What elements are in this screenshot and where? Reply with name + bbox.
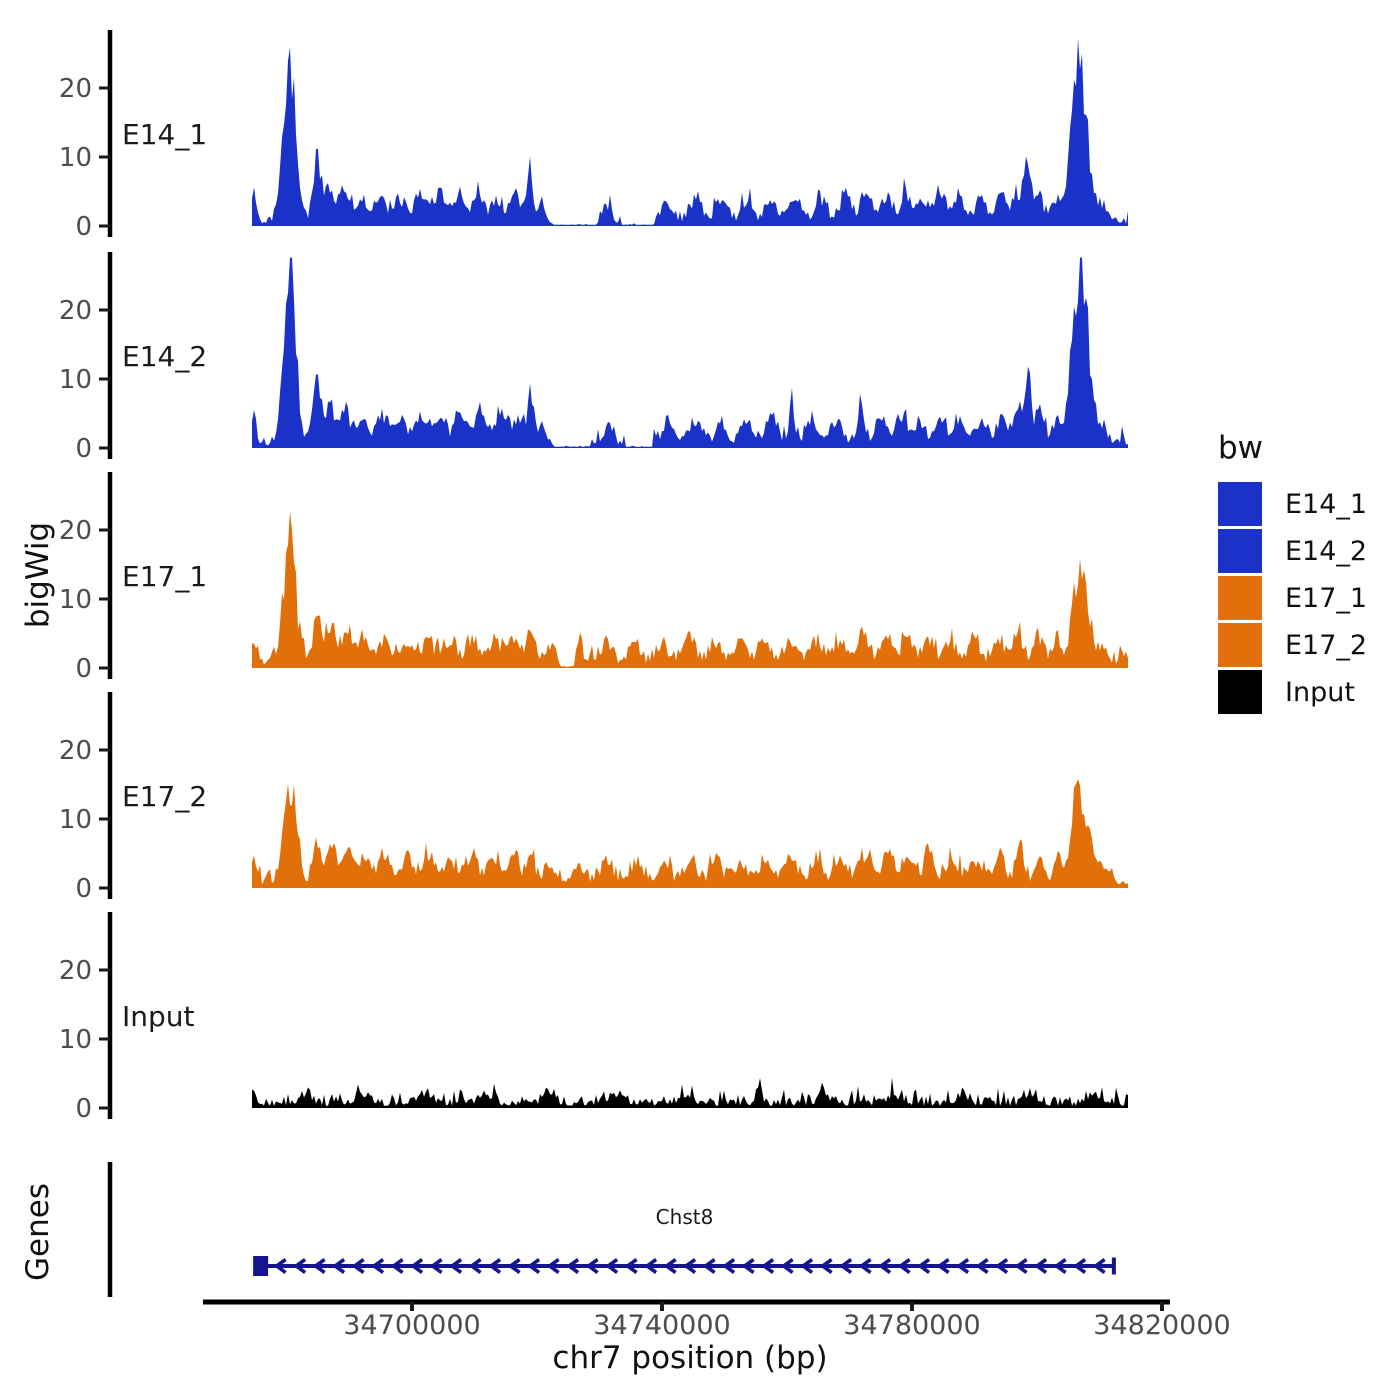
gene-strand-arrow-icon: [585, 1258, 599, 1274]
y-tick-label: 20: [59, 736, 92, 766]
y-tick-label: 10: [59, 585, 92, 615]
gene-strand-arrow-icon: [780, 1258, 794, 1274]
gene-strand-arrow-icon: [468, 1258, 482, 1274]
coverage-area-E17_2: [252, 779, 1128, 888]
y-tick-label: 10: [59, 365, 92, 395]
gene-strand-arrow-icon: [956, 1258, 970, 1274]
y-tick-label: 10: [59, 143, 92, 173]
coverage-area-E17_1: [252, 511, 1128, 668]
legend-item-E17_1: E17_1: [1218, 576, 1367, 620]
legend: bw E14_1 E14_2 E17_1 E17_2 Input: [1218, 430, 1367, 717]
gene-strand-arrow-icon: [546, 1258, 560, 1274]
gene-strand-arrow-icon: [663, 1258, 677, 1274]
gene-name-label: Chst8: [656, 1205, 714, 1229]
gene-strand-arrow-icon: [1034, 1258, 1048, 1274]
gene-strand-arrow-icon: [858, 1258, 872, 1274]
gene-strand-arrow-icon: [722, 1258, 736, 1274]
y-tick-label: 0: [75, 874, 92, 904]
gene-strand-arrow-icon: [1053, 1258, 1067, 1274]
gene-strand-arrow-icon: [390, 1258, 404, 1274]
gene-strand-arrow-icon: [605, 1258, 619, 1274]
gene-strand-arrow-icon: [897, 1258, 911, 1274]
gene-exon-box: [253, 1256, 269, 1276]
legend-item-label: Input: [1285, 676, 1355, 708]
gene-strand-arrow-icon: [371, 1258, 385, 1274]
y-tick-label: 20: [59, 956, 92, 986]
legend-item-label: E14_1: [1285, 488, 1368, 520]
legend-swatch-icon: [1218, 576, 1262, 620]
x-tick-label: 34820000: [1093, 1310, 1230, 1341]
y-tick-label: 20: [59, 516, 92, 546]
gene-strand-arrow-icon: [507, 1258, 521, 1274]
legend-item-Input: Input: [1218, 670, 1367, 714]
gene-strand-arrow-icon: [1092, 1258, 1106, 1274]
gene-strand-arrow-icon: [995, 1258, 1009, 1274]
coverage-area-E14_2: [252, 257, 1128, 448]
gene-strand-arrow-icon: [488, 1258, 502, 1274]
legend-swatch-icon: [1218, 670, 1262, 714]
gene-strand-arrow-icon: [683, 1258, 697, 1274]
y-tick-label: 20: [59, 74, 92, 104]
gene-strand-arrow-icon: [741, 1258, 755, 1274]
y-tick-label: 0: [75, 212, 92, 242]
gene-strand-arrow-icon: [1014, 1258, 1028, 1274]
gene-strand-arrow-icon: [410, 1258, 424, 1274]
gene-strand-arrow-icon: [312, 1258, 326, 1274]
gene-strand-arrow-icon: [449, 1258, 463, 1274]
gene-strand-arrow-icon: [429, 1258, 443, 1274]
gene-strand-arrow-icon: [273, 1258, 287, 1274]
gene-strand-arrow-icon: [819, 1258, 833, 1274]
legend-item-label: E17_2: [1285, 629, 1368, 661]
legend-swatch-icon: [1218, 482, 1262, 526]
gene-strand-arrow-icon: [624, 1258, 638, 1274]
legend-item-label: E17_1: [1285, 582, 1368, 614]
legend-swatch-icon: [1218, 529, 1262, 573]
gene-strand-arrow-icon: [351, 1258, 365, 1274]
gene-strand-arrow-icon: [917, 1258, 931, 1274]
legend-items: E14_1 E14_2 E17_1 E17_2 Input: [1218, 482, 1367, 714]
y-tick-label: 0: [75, 1094, 92, 1124]
gene-strand-arrow-icon: [644, 1258, 658, 1274]
track-label-E14_2: E14_2: [122, 340, 207, 373]
track-label-E17_2: E17_2: [122, 780, 207, 813]
gene-strand-arrow-icon: [878, 1258, 892, 1274]
y-tick-label: 10: [59, 1025, 92, 1055]
y-tick-label: 0: [75, 654, 92, 684]
gene-strand-arrow-icon: [527, 1258, 541, 1274]
gene-strand-arrow-icon: [800, 1258, 814, 1274]
coverage-area-E14_1: [252, 38, 1128, 226]
coverage-area-Input: [252, 1077, 1128, 1108]
legend-item-E17_2: E17_2: [1218, 623, 1367, 667]
legend-title: bw: [1218, 430, 1264, 466]
track-label-E14_1: E14_1: [122, 118, 207, 151]
x-tick-label: 34740000: [593, 1310, 730, 1341]
y-tick-label: 10: [59, 805, 92, 835]
gene-strand-arrow-icon: [566, 1258, 580, 1274]
y-tick-label: 20: [59, 296, 92, 326]
legend-swatch-icon: [1218, 623, 1262, 667]
gene-strand-arrow-icon: [702, 1258, 716, 1274]
x-tick-label: 34780000: [843, 1310, 980, 1341]
gene-strand-arrow-icon: [839, 1258, 853, 1274]
gene-strand-arrow-icon: [936, 1258, 950, 1274]
gene-strand-arrow-icon: [761, 1258, 775, 1274]
gene-strand-arrow-icon: [1073, 1258, 1087, 1274]
x-tick-label: 34700000: [343, 1310, 480, 1341]
legend-item-E14_2: E14_2: [1218, 529, 1367, 573]
y-tick-label: 0: [75, 434, 92, 464]
gene-strand-arrow-icon: [332, 1258, 346, 1274]
legend-item-label: E14_2: [1285, 535, 1368, 567]
x-axis-title: chr7 position (bp): [552, 1340, 828, 1376]
track-label-E17_1: E17_1: [122, 560, 207, 593]
track-label-Input: Input: [122, 1000, 195, 1033]
legend-item-E14_1: E14_1: [1218, 482, 1367, 526]
gene-strand-arrow-icon: [293, 1258, 307, 1274]
gene-strand-arrow-icon: [975, 1258, 989, 1274]
